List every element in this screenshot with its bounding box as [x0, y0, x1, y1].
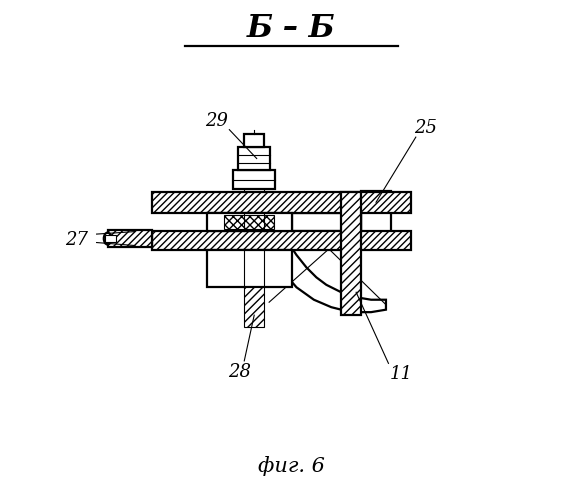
Bar [224, 214, 274, 229]
Text: 25: 25 [415, 119, 437, 137]
Bar [233, 170, 275, 190]
Bar [292, 212, 361, 231]
Bar [244, 288, 264, 327]
Text: 29: 29 [205, 112, 229, 130]
Polygon shape [266, 200, 386, 312]
Bar [207, 250, 292, 288]
Bar [107, 230, 152, 247]
Bar [238, 146, 270, 171]
Bar [207, 212, 292, 231]
Bar [105, 235, 116, 242]
Text: фиг. 6: фиг. 6 [258, 456, 325, 476]
Text: 28: 28 [228, 363, 251, 381]
Bar [244, 134, 264, 146]
Ellipse shape [104, 232, 111, 244]
Bar [361, 191, 391, 232]
Text: Б – Б: Б – Б [247, 12, 336, 44]
Bar [152, 231, 411, 250]
Bar [341, 192, 361, 314]
Text: 11: 11 [389, 366, 412, 384]
Bar [152, 192, 411, 212]
Text: 27: 27 [65, 231, 88, 249]
